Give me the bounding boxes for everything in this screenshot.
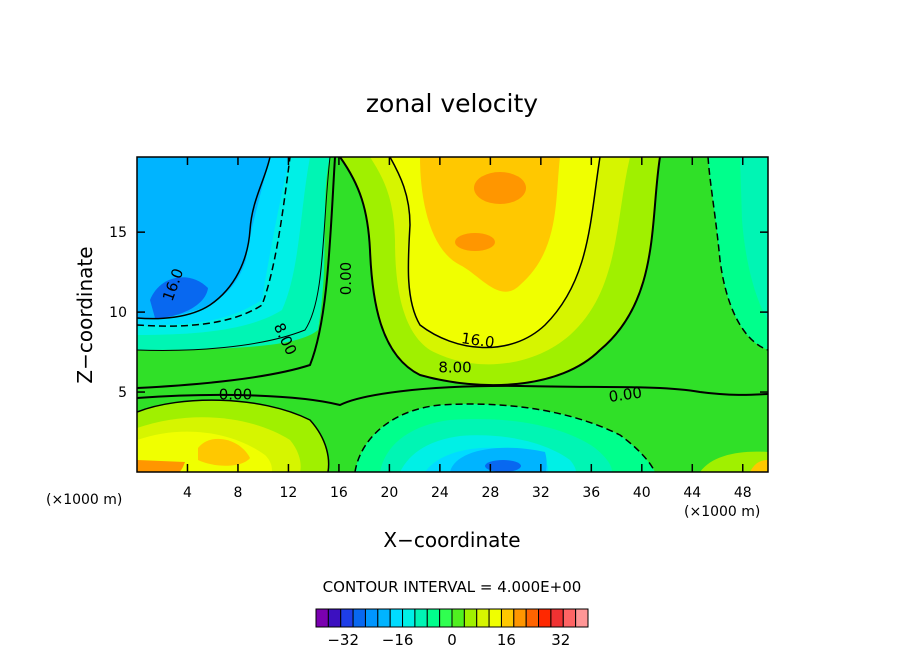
x-tick-label: 24 (431, 485, 449, 501)
y-axis-label: Z−coordinate (73, 246, 97, 383)
colorbar-swatch (315, 608, 329, 628)
contour-label: 8.00 (438, 359, 471, 377)
contour-fill (750, 460, 768, 472)
colorbar: −32 −16 0 16 32 (315, 608, 589, 649)
contour-fill (700, 451, 768, 472)
x-tick-label: 20 (380, 485, 398, 501)
x-tick-label: 8 (233, 485, 242, 501)
x-tick-label: 44 (683, 485, 701, 501)
colorbar-tick-label: 0 (447, 631, 457, 649)
colorbar-swatch (389, 608, 404, 628)
colorbar-swatch (402, 608, 416, 628)
plot-area (137, 157, 768, 472)
x-tick-label: 16 (330, 485, 348, 501)
colorbar-swatch (538, 608, 552, 628)
contour-fill (450, 447, 547, 472)
colorbar-swatch (463, 608, 478, 628)
contour-fill (137, 460, 185, 472)
contour-fill (137, 157, 270, 319)
x-unit-note-left: (×1000 m) (46, 492, 122, 508)
colorbar-swatch (476, 608, 490, 628)
contour-fill (455, 233, 495, 251)
colorbar-swatch (364, 608, 379, 628)
contour-line (137, 157, 291, 327)
contour-line (389, 157, 601, 349)
colorbar-tick-label: 32 (551, 631, 570, 649)
colorbar-tick-label: −16 (382, 631, 414, 649)
contour-label: 0.00 (219, 386, 252, 404)
x-tick-label: 40 (633, 485, 651, 501)
colorbar-swatch (377, 608, 391, 628)
colorbar-swatch (414, 608, 428, 628)
contour-line (137, 157, 336, 389)
colorbar-swatch (525, 608, 540, 628)
x-axis: 4 8 12 16 20 24 28 32 36 40 44 48 (183, 157, 752, 501)
contour-line (137, 384, 768, 407)
contour-label: 0.00 (337, 262, 355, 295)
x-tick-label: 28 (481, 485, 499, 501)
colorbar-swatch (513, 608, 527, 628)
contour-line (137, 157, 331, 351)
contour-fill (474, 172, 526, 204)
contour-line (339, 157, 661, 387)
colorbar-swatch (550, 608, 564, 628)
contour-line (137, 157, 271, 320)
contour-line (707, 157, 768, 351)
y-tick-label: 5 (118, 385, 127, 401)
contour-fill (485, 460, 521, 472)
contour-fill (198, 438, 250, 466)
x-tick-label: 32 (532, 485, 550, 501)
contour-fill (740, 157, 768, 320)
plot-frame (136, 156, 769, 473)
contour-fill (150, 277, 208, 318)
x-tick-label: 4 (183, 485, 192, 501)
colorbar-swatch (426, 608, 441, 628)
x-tick-label: 36 (582, 485, 600, 501)
contour-line (137, 399, 330, 472)
colorbar-swatch (340, 608, 354, 628)
x-unit-note-right: (×1000 m) (684, 504, 760, 520)
colorbar-swatch (575, 608, 589, 628)
contour-interval-text: CONTOUR INTERVAL = 4.000E+00 (323, 578, 582, 596)
colorbar-swatch (352, 608, 366, 628)
colorbar-swatch (500, 608, 515, 628)
colorbar-swatch (451, 608, 465, 628)
y-tick-label: 15 (109, 225, 127, 241)
x-axis-label: X−coordinate (383, 528, 520, 552)
colorbar-tick-label: −32 (327, 631, 359, 649)
y-tick-label: 10 (109, 305, 127, 321)
y-axis: 5 10 15 (109, 225, 768, 401)
contour-label: 0.00 (608, 384, 644, 406)
colorbar-swatch (488, 608, 502, 628)
x-tick-label: 48 (734, 485, 752, 501)
colorbar-swatch (327, 608, 342, 628)
contour-line (354, 403, 656, 472)
chart-title: zonal velocity (366, 89, 538, 118)
x-tick-label: 12 (280, 485, 298, 501)
colorbar-tick-label: 16 (497, 631, 516, 649)
colorbar-swatch (562, 608, 577, 628)
colorbar-swatch (439, 608, 453, 628)
contour-label: 16.0 (460, 329, 496, 351)
